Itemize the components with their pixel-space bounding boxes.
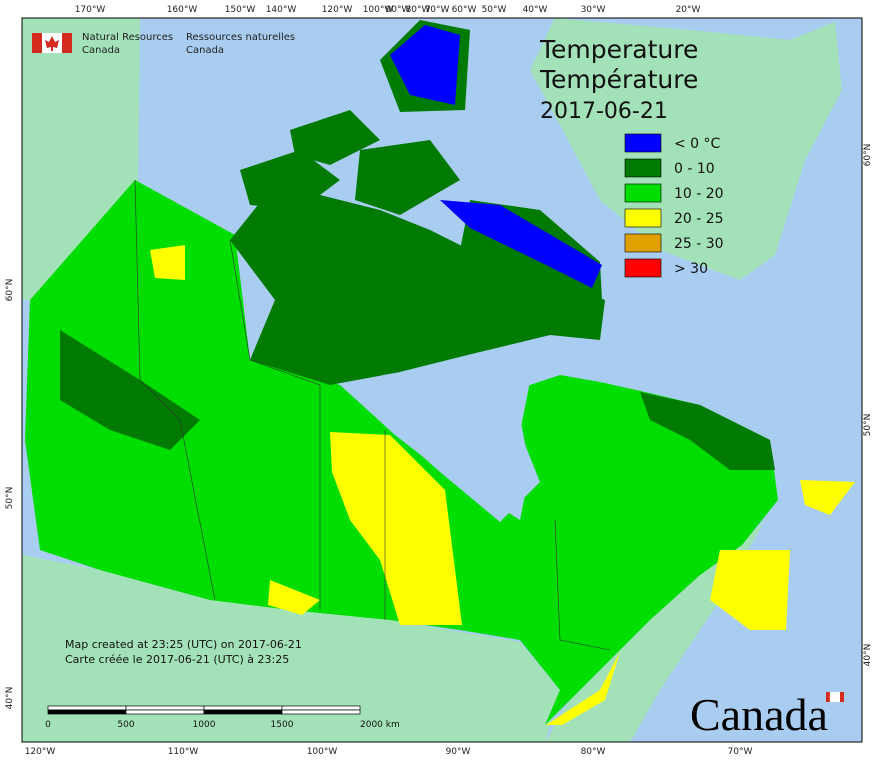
lon-label: 90°W (386, 5, 411, 15)
usa-west (22, 555, 560, 742)
lon-label: 160°W (167, 5, 198, 15)
legend-swatch (624, 233, 662, 253)
org-fr: Ressources naturelles (186, 32, 295, 43)
legend-swatch (624, 183, 662, 203)
maple-leaf (45, 36, 59, 51)
lon-label: 100°W (363, 5, 394, 15)
lon-label: 140°W (266, 5, 297, 15)
lat-label: 60°N (5, 279, 15, 302)
lon-label: 30°W (581, 5, 606, 15)
yukon-warm (150, 245, 185, 280)
arctic-mainland (230, 190, 605, 385)
frame-border (21, 17, 863, 743)
greenland (530, 18, 842, 280)
lat-label: 50°N (863, 414, 873, 437)
legend-label: > 30 (674, 261, 708, 277)
org-en: Canada (82, 45, 120, 56)
wordmark: Canada (690, 689, 828, 740)
island-a (240, 150, 340, 210)
lon-label: 100°W (307, 747, 338, 757)
lon-label: 90°W (446, 747, 471, 757)
title: Température (539, 65, 698, 94)
legend-label: < 0 °C (674, 136, 721, 152)
legend-swatch (624, 208, 662, 228)
wordmark-flag (826, 692, 830, 702)
rockies (60, 330, 200, 450)
flag-bar (32, 33, 42, 53)
footer-note: Map created at 23:25 (UTC) on 2017-06-21 (65, 638, 302, 651)
lon-label: 170°W (75, 5, 106, 15)
labrador (640, 392, 775, 470)
lon-label: 80°W (406, 5, 431, 15)
bc-warm (268, 580, 320, 615)
maritimes-warm (710, 550, 790, 630)
lon-label: 60°W (452, 5, 477, 15)
usa-east (545, 520, 765, 742)
scale-segment (203, 709, 283, 715)
scale-segment (203, 705, 283, 711)
legend-label: 10 - 20 (674, 186, 724, 202)
lon-label: 120°W (25, 747, 56, 757)
graticule-labels: 170°W 160°W 150°W 140°W 120°W 100°W90°W80°W70… (5, 5, 873, 757)
prairies-warm (330, 432, 462, 625)
lat-label: 60°N (863, 144, 873, 167)
scale-segment (47, 705, 127, 711)
map-frame: Natural Resources Canada Ressources natu… (21, 17, 863, 743)
lon-label: 70°W (728, 747, 753, 757)
island-b (290, 110, 380, 165)
border (134, 179, 216, 601)
alaska (22, 18, 140, 300)
legend-label: 25 - 30 (674, 236, 724, 252)
lon-label: 70°W (425, 5, 450, 15)
ontario-warm (546, 652, 620, 725)
island-c (355, 140, 460, 215)
lat-label: 40°N (863, 644, 873, 667)
lon-label: 110°W (168, 747, 199, 757)
legend-label: 20 - 25 (674, 211, 724, 227)
title: Temperature (539, 35, 698, 64)
wordmark-flag (840, 692, 844, 702)
border (229, 239, 321, 610)
lon-label: 120°W (322, 5, 353, 15)
scale-label: 2000 km (360, 720, 400, 730)
legend-swatch (624, 258, 662, 278)
lat-label: 40°N (5, 687, 15, 710)
title-date: 2017-06-21 (540, 99, 668, 124)
hudson-bay (395, 352, 540, 522)
legend-swatch (624, 158, 662, 178)
border (554, 519, 611, 651)
scale-label: 0 (45, 720, 51, 730)
flag-bar (62, 33, 72, 53)
baffin-cold (440, 200, 602, 288)
org-en: Natural Resources (82, 32, 173, 43)
lon-label: 50°W (482, 5, 507, 15)
legend-label: 0 - 10 (674, 161, 715, 177)
newfoundland-warm (800, 480, 855, 515)
lat-label: 50°N (5, 487, 15, 510)
scale-segment (125, 709, 205, 715)
lon-label: 150°W (225, 5, 256, 15)
footer-note: Carte créée le 2017-06-21 (UTC) à 23:25 (65, 653, 289, 666)
scale-label: 500 (117, 720, 134, 730)
scale-bar: 0 500 1000 1500 2000 km (45, 705, 400, 730)
legend-swatch (624, 133, 662, 153)
lon-label: 40°W (523, 5, 548, 15)
lon-label: 20°W (676, 5, 701, 15)
scale-segment (281, 705, 361, 711)
ellesmere-cold (390, 25, 460, 105)
scale-segment (281, 709, 361, 715)
scale-segment (125, 705, 205, 711)
scale-label: 1500 (271, 720, 294, 730)
wordmark-flag (829, 691, 841, 703)
legend: < 0 °C 0 - 10 10 - 20 20 - 25 25 - 30 > 30 (624, 133, 724, 278)
org-fr: Canada (186, 45, 224, 56)
scale-segment (47, 709, 127, 715)
lon-label: 80°W (581, 747, 606, 757)
scale-label: 1000 (193, 720, 216, 730)
